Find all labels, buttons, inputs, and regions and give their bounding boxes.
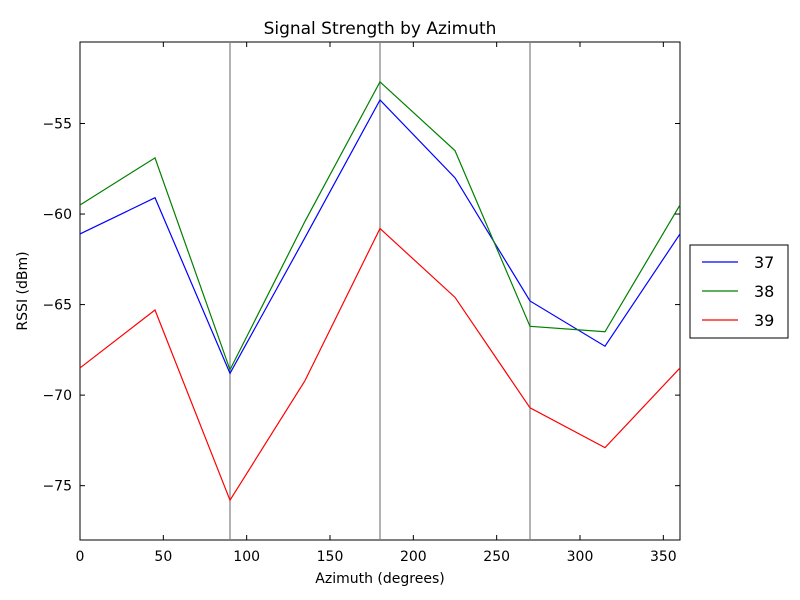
x-tick-label: 200 [400, 549, 427, 565]
chart-title: Signal Strength by Azimuth [264, 19, 497, 39]
series-lines [79, 80, 681, 502]
series-line-38 [79, 80, 681, 372]
y-tick-label: −55 [42, 116, 72, 132]
legend-label-37: 37 [754, 253, 774, 272]
legend-label-38: 38 [754, 282, 774, 301]
y-tick-label: −75 [42, 479, 72, 495]
x-axis-label: Azimuth (degrees) [315, 571, 444, 587]
reference-lines [229, 42, 531, 540]
x-tick-label: 250 [483, 549, 510, 565]
y-tick-label: −60 [42, 207, 72, 223]
plot-area: 0 50 100 150 200 250 300 350 −75 −70 −65 −60 −55 [42, 41, 681, 565]
x-tick-label: 100 [233, 549, 260, 565]
y-axis-label: RSSI (dBm) [15, 251, 31, 330]
x-tick-label: 50 [154, 549, 172, 565]
y-tick-label: −65 [42, 298, 72, 314]
series-line-39 [79, 227, 681, 502]
y-tick-label: −70 [42, 388, 72, 404]
x-tick-label: 150 [317, 549, 344, 565]
x-tick-label: 0 [76, 549, 85, 565]
x-tick-label: 300 [567, 549, 594, 565]
series-line-37 [79, 98, 681, 375]
legend-label-39: 39 [754, 311, 774, 330]
x-tick-label: 350 [650, 549, 677, 565]
x-axis-ticks: 0 50 100 150 200 250 300 350 [76, 42, 677, 565]
y-axis-ticks: −75 −70 −65 −60 −55 [42, 116, 680, 495]
legend: 37 38 39 [689, 244, 789, 339]
